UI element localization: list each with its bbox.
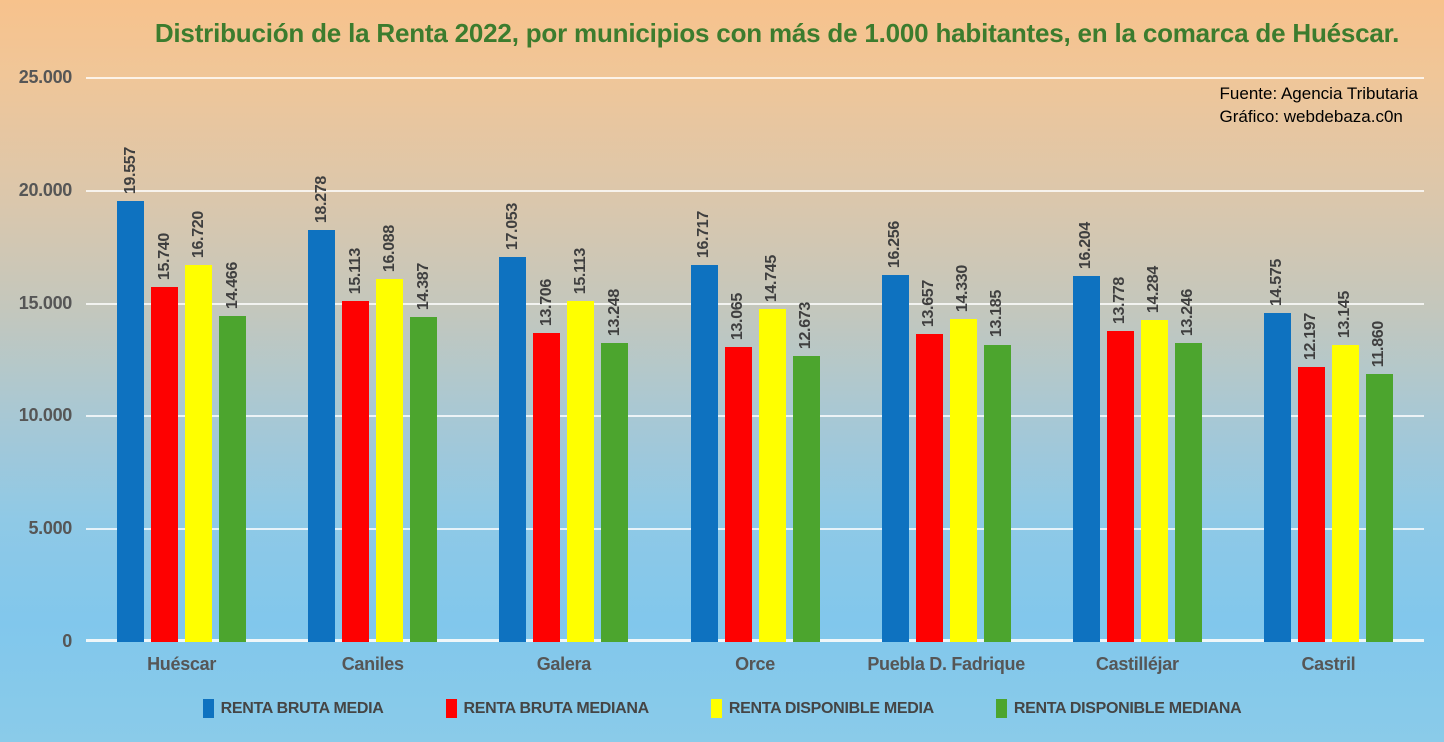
x-axis: Huéscar Caniles Galera Orce Puebla D. Fadriq… — [86, 654, 1424, 680]
bar-value-label: 13.246 — [1179, 289, 1197, 337]
bar-value-label: 16.088 — [380, 224, 398, 273]
bar-value-label: 14.330 — [954, 264, 972, 312]
y-axis-label: 10.000 — [18, 405, 73, 426]
bar-renta-bruta-media — [308, 229, 336, 642]
legend-item: RENTA BRUTA MEDIANA — [445, 699, 650, 718]
bar-renta-bruta-mediana — [915, 333, 943, 642]
gridline — [86, 77, 1424, 79]
legend-label: RENTA DISPONIBLE MEDIA — [728, 699, 934, 717]
bar-renta-disponible-mediana — [410, 317, 438, 642]
bar-renta-disponible-media — [1140, 319, 1168, 642]
bar-renta-disponible-media — [567, 301, 595, 642]
bar-renta-bruta-mediana — [151, 286, 179, 642]
bar-value-label: 15.113 — [346, 247, 364, 295]
bar-renta-bruta-media — [690, 264, 718, 642]
bar-renta-bruta-mediana — [342, 301, 370, 642]
bar-renta-disponible-mediana — [983, 344, 1011, 642]
source-note: Fuente: Agencia Tributaria Gráfico: webd… — [1220, 82, 1418, 128]
bar-renta-disponible-media — [758, 309, 786, 642]
bar-value-label: 14.284 — [1145, 265, 1163, 313]
bar-renta-bruta-media — [1072, 276, 1100, 642]
y-axis-label: 5.000 — [28, 518, 72, 539]
bar-value-label: 14.466 — [223, 261, 241, 309]
bar-value-label: 16.717 — [695, 210, 712, 258]
y-axis-label: 0 — [62, 631, 72, 651]
x-axis-label: Galera — [536, 654, 592, 674]
bar-renta-disponible-mediana — [792, 356, 820, 642]
bar-value-label: 13.065 — [729, 293, 746, 341]
legend-label: RENTA DISPONIBLE MEDIANA — [1013, 699, 1242, 717]
bar-renta-disponible-mediana — [601, 343, 629, 642]
gridline — [86, 528, 1424, 531]
bar-value-label: 13.706 — [537, 278, 555, 326]
bar-value-label: 14.575 — [1268, 259, 1286, 307]
bar-renta-bruta-mediana — [724, 347, 752, 642]
bar-value-label: 14.387 — [414, 263, 432, 311]
legend-label: RENTA BRUTA MEDIANA — [463, 699, 650, 717]
plot-area: 19.557 15.740 16.720 14.466 18.278 15.113 16.0… — [86, 77, 1424, 642]
bar-value-label: 16.204 — [1077, 222, 1095, 270]
bar-value-label: 19.557 — [121, 146, 139, 194]
bar-renta-bruta-media — [881, 275, 909, 642]
legend-item: RENTA DISPONIBLE MEDIA — [710, 699, 934, 718]
bar-renta-disponible-media — [949, 318, 977, 642]
legend-swatch-icon — [995, 699, 1007, 718]
bar-value-label: 12.197 — [1302, 312, 1320, 360]
bar-value-label: 13.248 — [605, 289, 623, 337]
y-axis: 0 5.000 10.000 15.000 20.000 25.000 — [0, 0, 73, 742]
bar-value-label: 17.053 — [503, 203, 521, 251]
legend-swatch-icon — [445, 699, 457, 718]
bar-renta-disponible-mediana — [1174, 343, 1202, 642]
legend-item: RENTA DISPONIBLE MEDIANA — [995, 699, 1242, 718]
x-axis-label: Orce — [735, 654, 775, 674]
x-axis-label: Puebla D. Fadrique — [867, 654, 1025, 674]
y-axis-label: 25.000 — [18, 67, 73, 87]
legend-item: RENTA BRUTA MEDIA — [202, 699, 384, 718]
bar-value-label: 16.256 — [886, 221, 904, 269]
bar-renta-disponible-mediana — [219, 315, 247, 642]
legend-swatch-icon — [202, 699, 214, 718]
bar-renta-disponible-mediana — [1365, 374, 1393, 642]
bar-value-label: 15.113 — [571, 247, 589, 295]
bar-renta-bruta-mediana — [533, 332, 561, 642]
chart-title: Distribución de la Renta 2022, por munic… — [154, 18, 1400, 48]
bar-renta-disponible-media — [185, 264, 213, 642]
bar-value-label: 13.185 — [988, 290, 1006, 338]
y-axis-label: 20.000 — [18, 179, 73, 200]
legend-label: RENTA BRUTA MEDIA — [220, 699, 384, 717]
bar-renta-disponible-media — [1331, 345, 1359, 642]
bar-renta-bruta-media — [499, 257, 527, 642]
legend: RENTA BRUTA MEDIA RENTA BRUTA MEDIANA RENT… — [0, 699, 1444, 718]
gridline — [86, 302, 1424, 305]
source-line-2: Gráfico: webdebaza.c0n — [1219, 107, 1403, 126]
x-axis-label: Castilléjar — [1095, 654, 1179, 674]
y-axis-label: 15.000 — [18, 292, 73, 313]
bar-value-label: 13.657 — [920, 279, 938, 327]
x-axis-label: Castril — [1301, 654, 1356, 674]
bar-value-label: 18.278 — [312, 175, 330, 223]
bar-value-label: 13.145 — [1336, 291, 1354, 339]
gridline — [86, 189, 1424, 192]
legend-swatch-icon — [710, 699, 722, 718]
bar-renta-bruta-media — [117, 200, 145, 642]
x-axis-label: Caniles — [341, 654, 404, 674]
bar-value-label: 11.860 — [1370, 321, 1388, 368]
bar-value-label: 13.778 — [1111, 277, 1129, 325]
x-axis-label: Huéscar — [147, 654, 217, 674]
bar-value-label: 15.740 — [155, 232, 173, 280]
bar-value-label: 12.673 — [797, 301, 814, 350]
source-line-1: Fuente: Agencia Tributaria — [1219, 84, 1418, 103]
x-axis-line — [86, 639, 1424, 642]
bar-renta-disponible-media — [376, 279, 404, 642]
bar-renta-bruta-media — [1263, 313, 1291, 642]
gridline — [86, 415, 1424, 418]
bar-value-label: 16.720 — [189, 210, 207, 258]
bar-renta-bruta-mediana — [1297, 366, 1325, 642]
bar-renta-bruta-mediana — [1106, 331, 1134, 642]
bar-value-label: 14.745 — [763, 255, 780, 303]
